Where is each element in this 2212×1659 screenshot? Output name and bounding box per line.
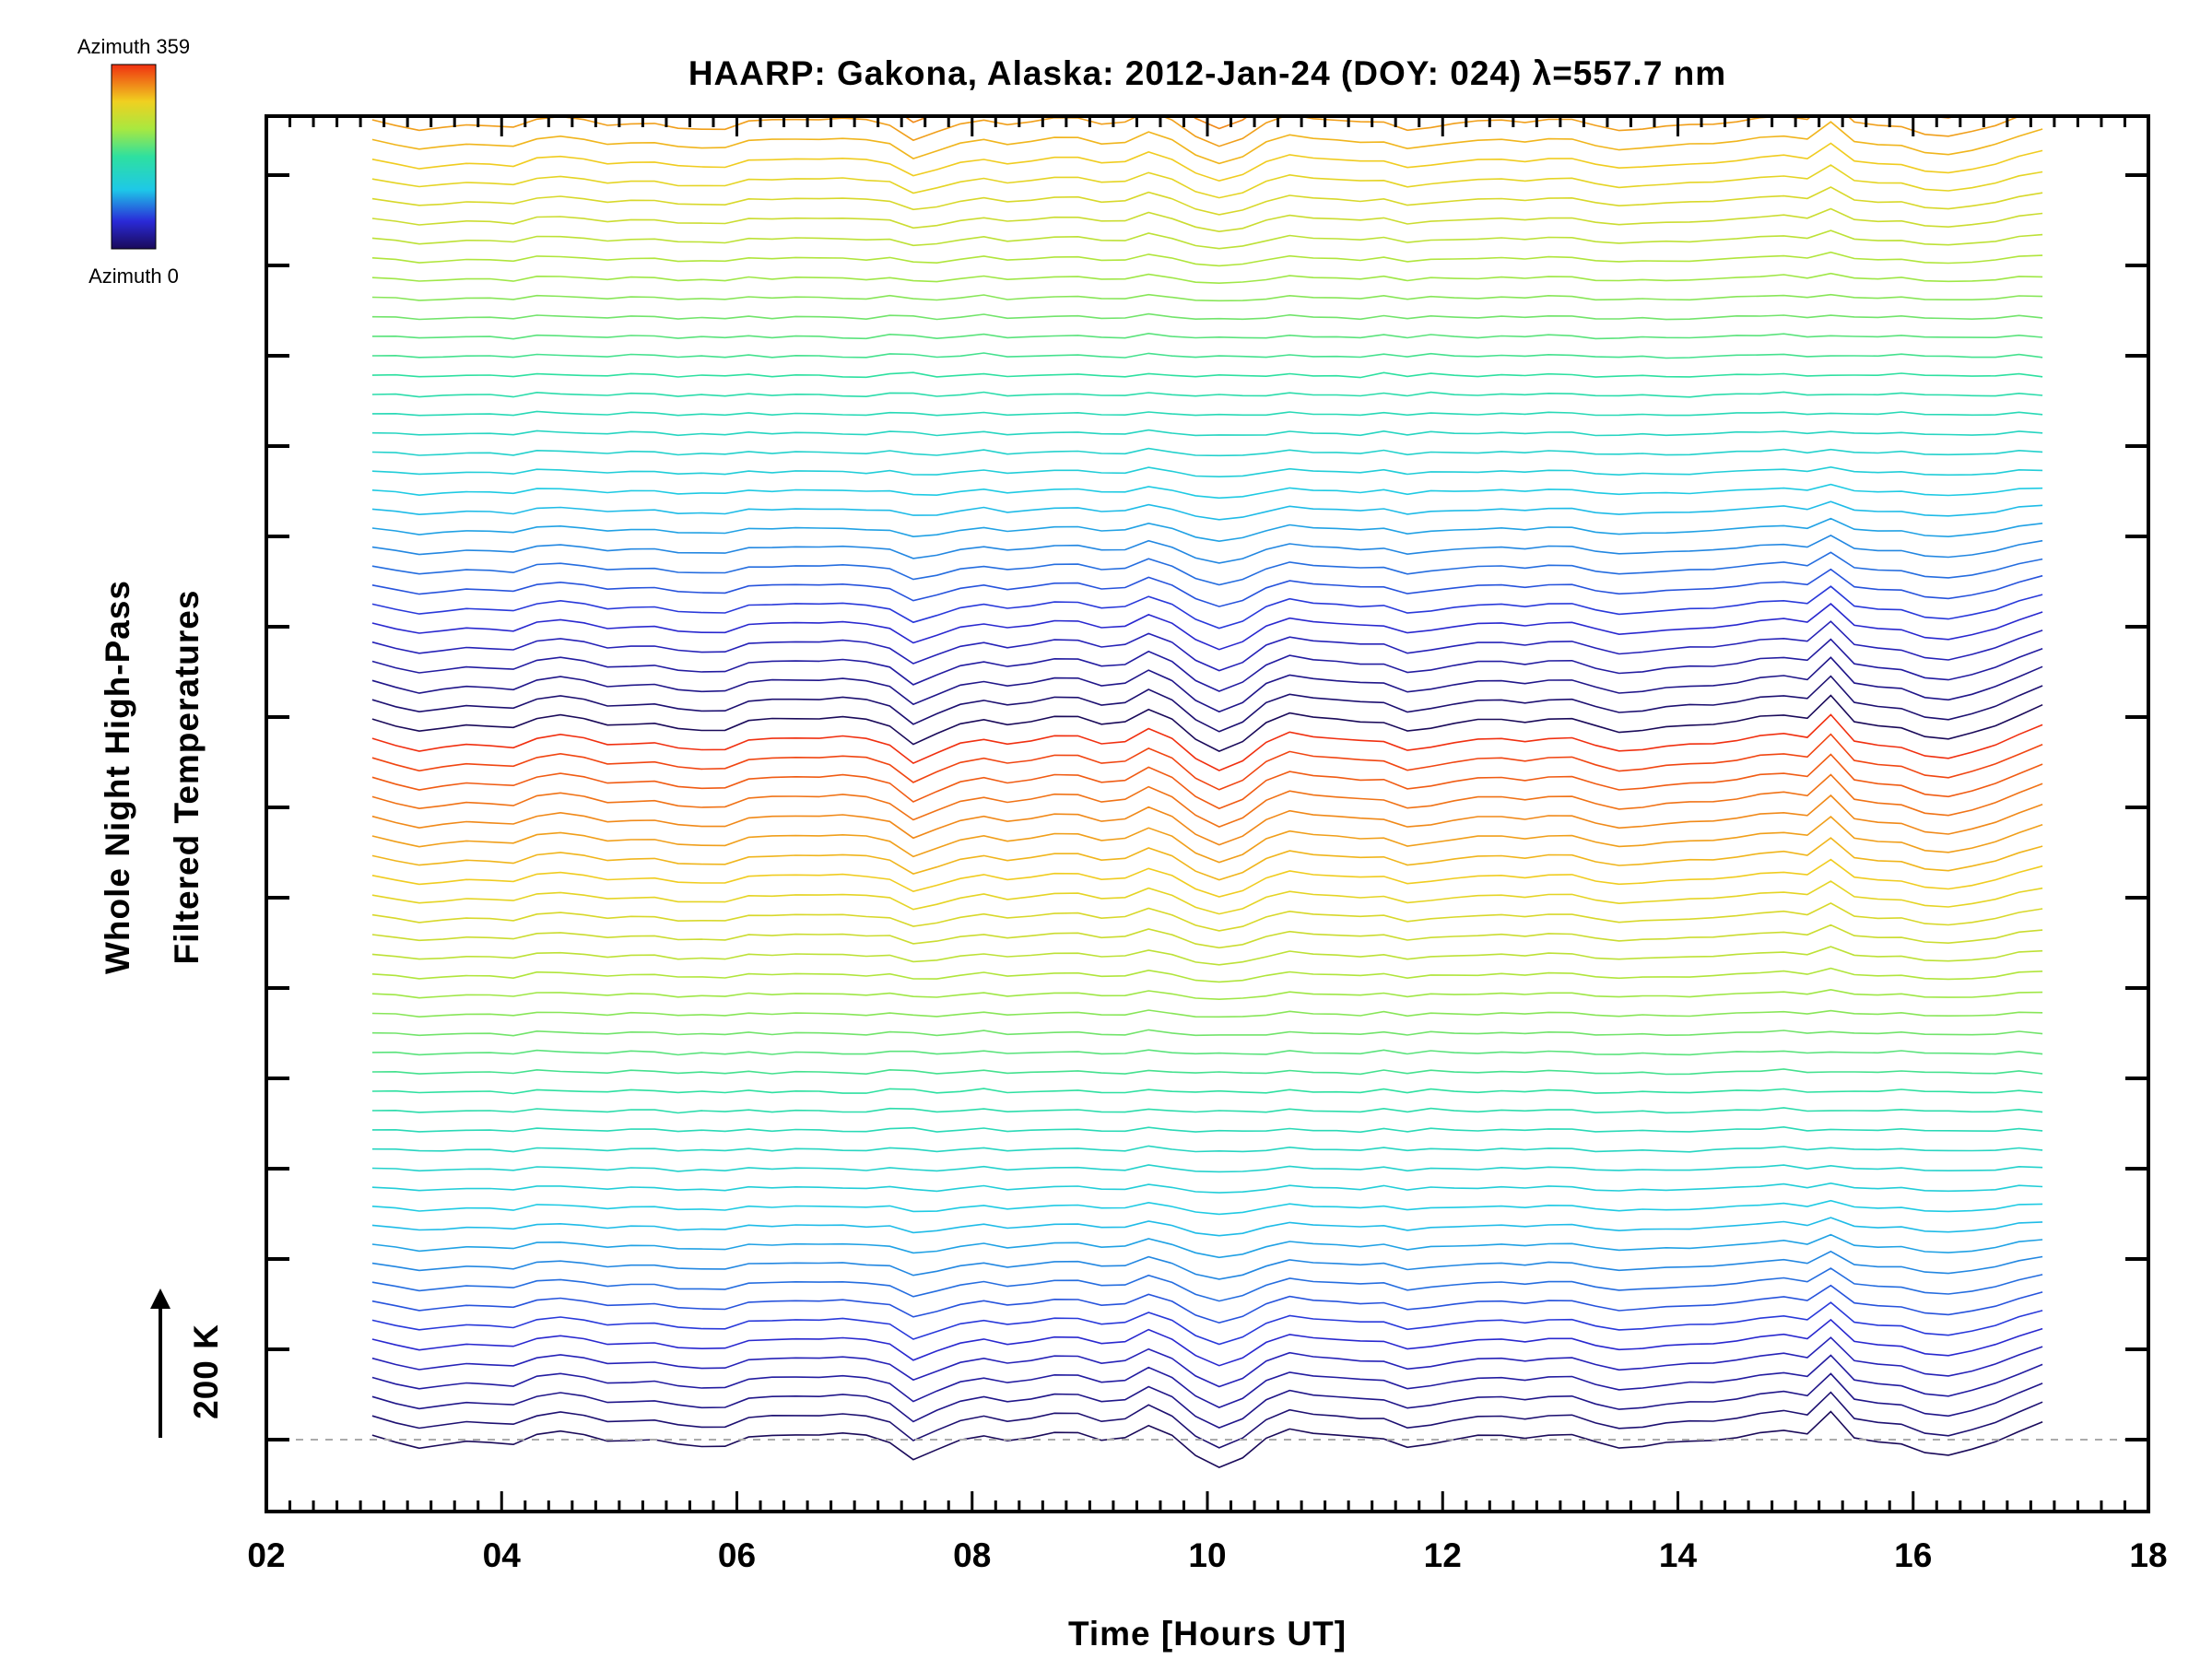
series-line: [371, 500, 2043, 521]
series-line: [371, 1125, 2043, 1134]
x-tick-label: 02: [247, 1536, 285, 1574]
scale-bar: 200 K: [150, 1288, 225, 1438]
x-tick-label: 04: [483, 1536, 522, 1574]
series-line: [371, 352, 2043, 359]
series-line: [371, 1391, 2043, 1449]
series-line: [371, 694, 2043, 752]
series-line: [371, 164, 2043, 199]
series-line: [371, 967, 2043, 983]
series-line: [371, 251, 2043, 267]
series-line: [371, 924, 2043, 949]
series-line: [371, 272, 2043, 285]
colorbar: Azimuth 359 Azimuth 0: [77, 35, 190, 288]
y-axis-label: Whole Night High-Pass Filtered Temperatu…: [99, 580, 206, 974]
series-line: [371, 1088, 2043, 1095]
x-tick-label: 18: [2129, 1536, 2167, 1574]
series-line: [371, 447, 2043, 457]
series-line: [371, 293, 2043, 302]
series-line: [371, 391, 2043, 398]
x-tick-label: 08: [953, 1536, 991, 1574]
series-line: [371, 733, 2043, 791]
series-line: [371, 1217, 2043, 1237]
series-line: [371, 988, 2043, 1001]
series-line: [371, 551, 2043, 586]
series-line: [371, 946, 2043, 966]
series-line: [371, 1301, 2043, 1346]
series-line: [371, 229, 2043, 250]
series-line: [371, 1250, 2043, 1280]
series-line: [371, 429, 2043, 437]
series-line: [371, 1182, 2043, 1194]
series-line: [371, 1009, 2043, 1018]
series-line: [371, 332, 2043, 340]
series-line: [371, 794, 2043, 846]
series-line: [371, 517, 2043, 543]
series-line: [371, 410, 2043, 417]
series-line: [371, 1267, 2043, 1302]
x-tick-label: 14: [1659, 1536, 1698, 1574]
series-line: [371, 1336, 2043, 1388]
series-line: [371, 142, 2043, 182]
x-axis-label: Time [Hours UT]: [1068, 1615, 1347, 1653]
series-line: [371, 483, 2043, 500]
series-line: [372, 0, 2042, 16]
y-axis-label-line-1: Whole Night High-Pass: [99, 580, 136, 974]
series-line: [371, 207, 2043, 233]
axis-ticks: [265, 116, 2150, 1512]
chart-title: HAARP: Gakona, Alaska: 2012-Jan-24 (DOY:…: [688, 54, 1726, 92]
series-line: [371, 816, 2043, 864]
series-line: [371, 603, 2043, 651]
series-lines: [371, 0, 2043, 1468]
scale-bar-arrowhead: [150, 1288, 171, 1309]
series-line: [371, 773, 2043, 828]
series-line: [371, 1068, 2043, 1076]
x-tick-label: 16: [1894, 1536, 1932, 1574]
x-tick-label: 10: [1188, 1536, 1226, 1574]
series-line: [372, 0, 2042, 54]
series-line: [371, 1233, 2043, 1259]
series-line: [371, 1318, 2043, 1367]
series-line: [371, 638, 2043, 692]
series-line: [371, 620, 2043, 672]
series-line: [371, 901, 2043, 932]
series-line: [372, 0, 2042, 35]
x-tick-label: 12: [1424, 1536, 1462, 1574]
series-line: [371, 656, 2043, 713]
series-line: [371, 1107, 2043, 1114]
series-line: [371, 1049, 2043, 1056]
series-line: [371, 858, 2043, 898]
series-line: [371, 675, 2043, 733]
series-line: [371, 534, 2043, 564]
series-line: [371, 371, 2043, 379]
series-line: [371, 1029, 2043, 1037]
scale-bar-label: 200 K: [187, 1324, 225, 1419]
colorbar-gradient: [111, 64, 157, 250]
series-line: [371, 1284, 2043, 1324]
x-tick-labels: 02 04 06 08 10 12 14 16 18: [247, 1536, 2167, 1574]
series-line: [371, 837, 2043, 881]
y-axis-label-line-2: Filtered Temperatures: [168, 590, 206, 965]
series-line: [371, 1145, 2043, 1153]
series-line: [371, 753, 2043, 810]
series-line: [371, 1372, 2043, 1429]
series-line: [371, 880, 2043, 915]
colorbar-top-label: Azimuth 359: [77, 35, 190, 58]
colorbar-bottom-label: Azimuth 0: [88, 265, 179, 288]
series-line: [371, 713, 2043, 771]
series-line: [371, 568, 2043, 607]
series-line: [371, 1164, 2043, 1173]
series-line: [371, 465, 2043, 478]
series-line: [371, 121, 2043, 165]
series-line: [371, 1354, 2043, 1408]
series-line: [371, 312, 2043, 321]
x-tick-label: 06: [718, 1536, 756, 1574]
series-line: [371, 585, 2043, 629]
series-line: [371, 1199, 2043, 1216]
series-line: [371, 186, 2043, 216]
